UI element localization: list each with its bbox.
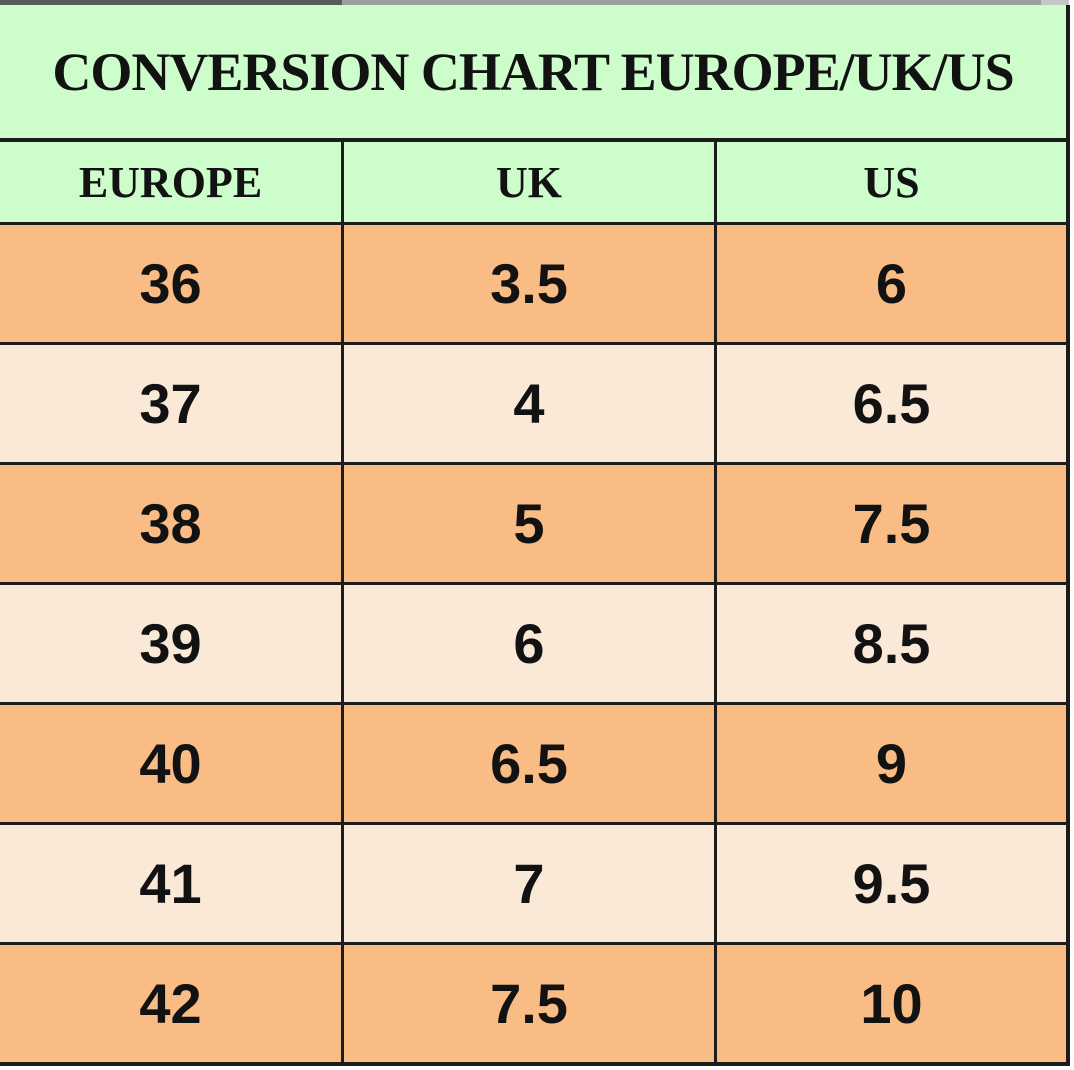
column-header-europe: EUROPE xyxy=(78,157,263,207)
table-cell: 7.5 xyxy=(714,465,1066,582)
size-conversion-table: CONVERSION CHART EUROPE/UK/US EUROPE UK … xyxy=(0,5,1070,1066)
table-cell: 6 xyxy=(341,585,714,702)
table-cell: 8.5 xyxy=(714,585,1066,702)
column-header-uk: UK xyxy=(341,142,714,222)
table-row: 37 4 6.5 xyxy=(0,342,1066,462)
table-cell: 42 xyxy=(139,972,202,1035)
table-row: 42 7.5 10 xyxy=(0,942,1066,1062)
table-cell: 3.5 xyxy=(341,225,714,342)
table-cell: 37 xyxy=(139,372,202,435)
table-title: CONVERSION CHART EUROPE/UK/US xyxy=(0,5,1066,138)
table-cell: 36 xyxy=(139,252,202,315)
table-cell: 4 xyxy=(341,345,714,462)
table-cell: 7 xyxy=(341,825,714,942)
table-row: 40 6.5 9 xyxy=(0,702,1066,822)
table-cell: 7.5 xyxy=(341,945,714,1062)
top-border-segment-light xyxy=(342,0,1041,5)
table-cell: 6 xyxy=(714,225,1066,342)
table-cell: 39 xyxy=(139,612,202,675)
table-row: 41 7 9.5 xyxy=(0,822,1066,942)
table-cell: 40 xyxy=(139,732,202,795)
table-cell: 38 xyxy=(139,492,202,555)
table-body: 36 3.5 6 37 4 6.5 38 5 7.5 39 6 8.5 40 6.5 9 41 7 9.5 42 7.… xyxy=(0,222,1066,1062)
top-border-segment-lighter xyxy=(1041,0,1069,5)
table-row: 39 6 8.5 xyxy=(0,582,1066,702)
table-header-row: EUROPE UK US xyxy=(0,138,1066,222)
table-cell: 41 xyxy=(139,852,202,915)
table-cell: 9.5 xyxy=(714,825,1066,942)
table-row: 38 5 7.5 xyxy=(0,462,1066,582)
table-cell: 5 xyxy=(341,465,714,582)
table-cell: 6.5 xyxy=(714,345,1066,462)
table-cell: 9 xyxy=(714,705,1066,822)
table-cell: 6.5 xyxy=(341,705,714,822)
top-border-segment-dark xyxy=(0,0,342,5)
table-cell: 10 xyxy=(714,945,1066,1062)
column-header-us: US xyxy=(714,142,1066,222)
table-row: 36 3.5 6 xyxy=(0,222,1066,342)
top-border-strip xyxy=(0,0,1069,5)
